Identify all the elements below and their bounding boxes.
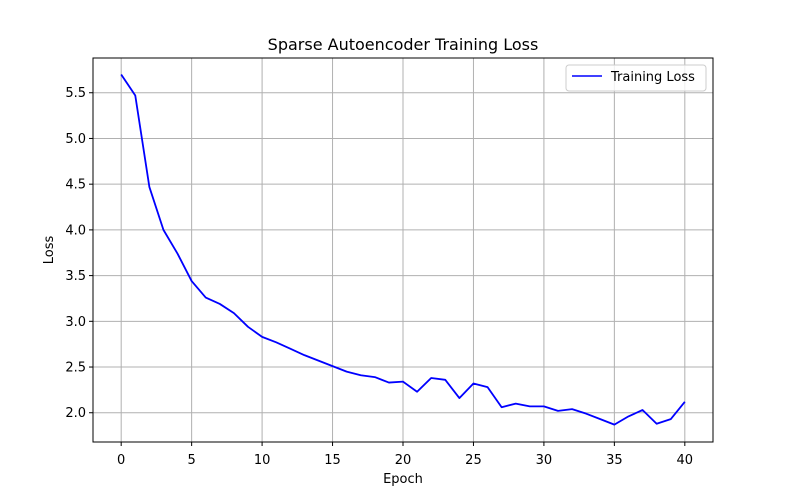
- x-tick-label: 35: [606, 453, 623, 468]
- y-tick-label: 4.5: [65, 178, 86, 193]
- x-tick-label: 10: [254, 453, 271, 468]
- chart-title: Sparse Autoencoder Training Loss: [268, 35, 539, 54]
- y-tick-label: 5.0: [65, 132, 86, 147]
- y-tick-label: 3.0: [65, 315, 86, 330]
- x-tick-label: 25: [465, 453, 482, 468]
- y-axis-ticks: 2.0 2.5 3.0 3.5 4.0 4.5 5.0 5.5: [65, 86, 93, 421]
- legend: Training Loss: [565, 64, 707, 92]
- y-tick-label: 3.5: [65, 269, 86, 284]
- x-tick-label: 20: [395, 453, 412, 468]
- x-tick-label: 40: [677, 453, 694, 468]
- x-tick-label: 15: [324, 453, 341, 468]
- series-layer: [120, 73, 686, 426]
- x-axis-title: Epoch: [383, 472, 423, 487]
- y-axis-title: Loss: [42, 236, 57, 265]
- y-tick-label: 2.0: [65, 406, 86, 421]
- y-tick-label: 2.5: [65, 361, 86, 376]
- grid-lines: [93, 58, 713, 442]
- x-tick-label: 0: [117, 453, 125, 468]
- y-tick-label: 5.5: [65, 86, 86, 101]
- legend-label-training-loss: Training Loss: [610, 70, 695, 85]
- x-tick-label: 5: [187, 453, 195, 468]
- x-axis-ticks: 0 5 10 15 20 25 30 35 40: [117, 442, 693, 468]
- legend-box: [565, 64, 707, 92]
- x-tick-label: 30: [536, 453, 553, 468]
- y-tick-label: 4.0: [65, 223, 86, 238]
- series-line-training-loss: [120, 73, 686, 426]
